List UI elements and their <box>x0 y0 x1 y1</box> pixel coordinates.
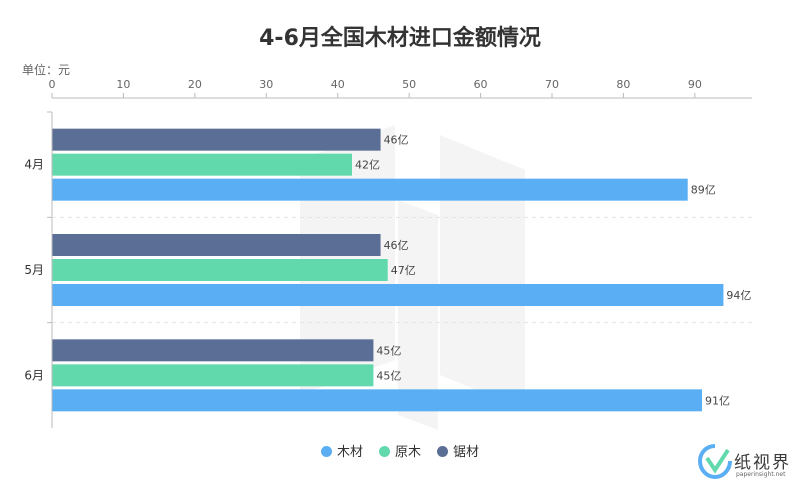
y-tick-label: 6月 <box>24 368 44 382</box>
legend-item[interactable]: 锯材 <box>437 441 479 460</box>
legend-label: 木材 <box>336 445 363 460</box>
x-tick-label: 30 <box>259 78 273 91</box>
chart-title: 4-6月全国木材进口金额情况 <box>259 26 541 51</box>
data-label: 89亿 <box>691 184 716 197</box>
x-tick-label: 70 <box>545 78 559 91</box>
bar-原木 <box>52 364 374 387</box>
x-tick-label: 40 <box>331 78 345 91</box>
brand-name: 纸视界 <box>734 453 791 473</box>
data-label: 46亿 <box>384 239 409 252</box>
data-label: 94亿 <box>726 289 751 302</box>
bar-锯材 <box>52 234 381 256</box>
brand-icon <box>697 444 732 480</box>
data-label: 46亿 <box>384 134 409 147</box>
data-label: 45亿 <box>376 344 401 357</box>
data-label: 91亿 <box>705 394 730 407</box>
chart-legend: 木材 原木 锯材 <box>0 441 800 460</box>
legend-label: 原木 <box>394 445 421 460</box>
brand-logo: 纸视界 paperinsight.net <box>697 444 793 484</box>
bar-木材 <box>52 284 724 306</box>
bar-锯材 <box>52 339 374 362</box>
legend-swatch <box>378 446 390 457</box>
bar-原木 <box>52 153 352 176</box>
legend-item[interactable]: 木材 <box>320 441 363 460</box>
bar-锯材 <box>52 128 381 151</box>
x-tick-label: 80 <box>616 78 630 91</box>
bar-木材 <box>52 389 702 412</box>
bar-木材 <box>52 178 688 201</box>
x-tick-label: 0 <box>49 78 56 91</box>
data-label: 42亿 <box>355 159 380 172</box>
brand-url: paperinsight.net <box>736 471 786 478</box>
x-tick-label: 60 <box>474 78 488 91</box>
legend-swatch <box>320 446 332 457</box>
legend-item[interactable]: 原木 <box>378 441 421 460</box>
legend-swatch <box>437 446 448 457</box>
x-tick-label: 90 <box>688 78 702 91</box>
y-tick-label: 4月 <box>24 158 44 172</box>
unit-label: 单位：元 <box>22 63 71 77</box>
data-label: 47亿 <box>391 264 416 277</box>
x-tick-label: 50 <box>402 78 416 91</box>
data-label: 45亿 <box>376 369 401 382</box>
bar-原木 <box>52 259 388 281</box>
x-tick-label: 10 <box>116 78 130 91</box>
y-tick-label: 5月 <box>24 263 44 277</box>
x-tick-label: 20 <box>188 78 202 91</box>
legend-label: 锯材 <box>453 445 480 460</box>
